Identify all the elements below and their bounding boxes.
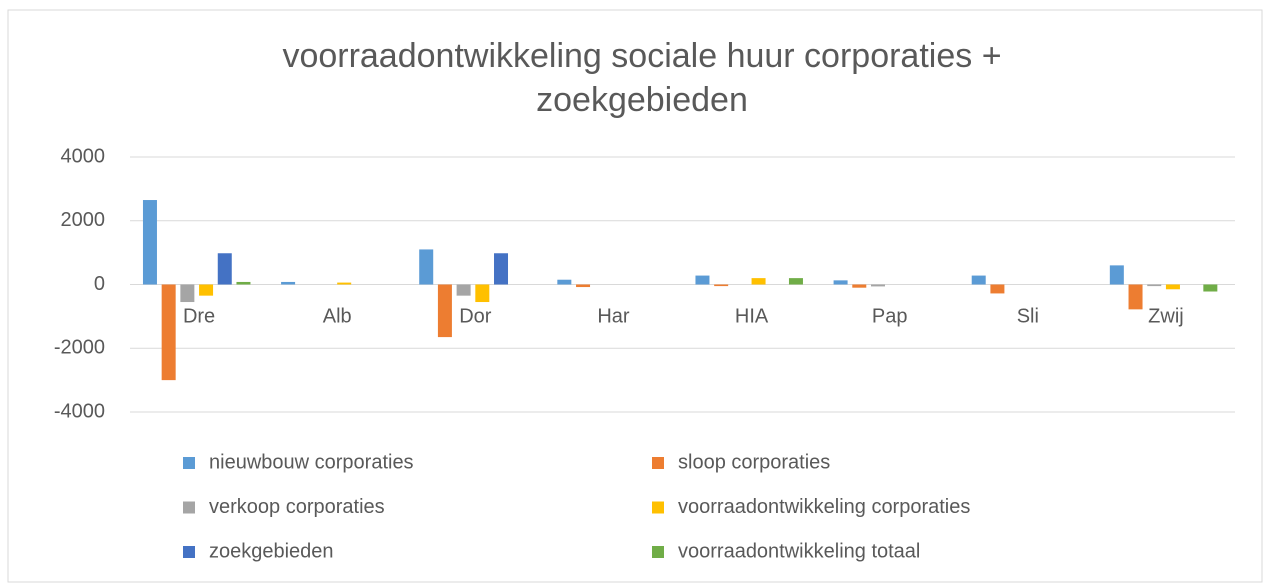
bar <box>456 284 471 296</box>
bar <box>788 278 803 285</box>
x-tick-label: Har <box>597 305 630 327</box>
x-tick-label: Sli <box>1017 305 1039 327</box>
legend-label: verkoop corporaties <box>209 496 385 518</box>
bar <box>475 284 490 303</box>
y-tick-label: -2000 <box>54 337 105 359</box>
bar <box>990 284 1005 294</box>
legend-swatch <box>183 546 195 558</box>
chart-title: voorraadontwikkeling sociale huur corpor… <box>282 37 1001 75</box>
bar <box>576 284 591 288</box>
y-tick-label: 0 <box>94 273 105 295</box>
legend-label: voorraadontwikkeling totaal <box>678 540 920 562</box>
bar <box>161 284 176 381</box>
bar <box>217 253 232 285</box>
y-tick-label: 2000 <box>61 209 106 231</box>
bar <box>870 284 885 287</box>
legend-swatch <box>652 501 664 514</box>
bar <box>751 278 766 285</box>
x-tick-label: Alb <box>323 305 352 327</box>
x-tick-label: Zwij <box>1148 305 1184 327</box>
y-tick-label: 4000 <box>61 145 106 167</box>
x-tick-label: HIA <box>735 305 769 327</box>
bar <box>337 282 352 285</box>
legend-swatch <box>652 457 664 469</box>
legend-swatch <box>183 501 195 514</box>
bar <box>1147 284 1162 287</box>
chart-title: zoekgebieden <box>536 81 748 119</box>
bar <box>494 253 509 285</box>
bar <box>419 249 434 285</box>
bar <box>180 284 195 303</box>
bar <box>199 284 214 296</box>
y-tick-label: -4000 <box>54 400 105 422</box>
x-tick-label: Pap <box>872 305 908 327</box>
bar <box>281 281 296 285</box>
bar <box>142 200 157 285</box>
x-tick-label: Dor <box>459 305 492 327</box>
bar <box>971 275 986 285</box>
x-tick-label: Dre <box>183 305 215 327</box>
bar <box>236 281 251 285</box>
legend-swatch <box>652 546 664 558</box>
bar <box>852 284 867 288</box>
legend-label: voorraadontwikkeling corporaties <box>678 496 970 518</box>
bar <box>1128 284 1143 310</box>
bar <box>714 284 729 287</box>
bar <box>1165 284 1180 290</box>
legend-label: nieuwbouw corporaties <box>209 451 414 473</box>
chart-frame <box>7 9 1263 583</box>
bar <box>695 275 710 285</box>
legend-label: zoekgebieden <box>209 540 334 562</box>
bar <box>437 284 452 338</box>
bar <box>1109 265 1124 285</box>
bar <box>1203 284 1218 292</box>
legend-swatch <box>183 457 195 469</box>
bar <box>833 280 848 285</box>
legend-label: sloop corporaties <box>678 451 830 473</box>
bar <box>557 279 572 285</box>
